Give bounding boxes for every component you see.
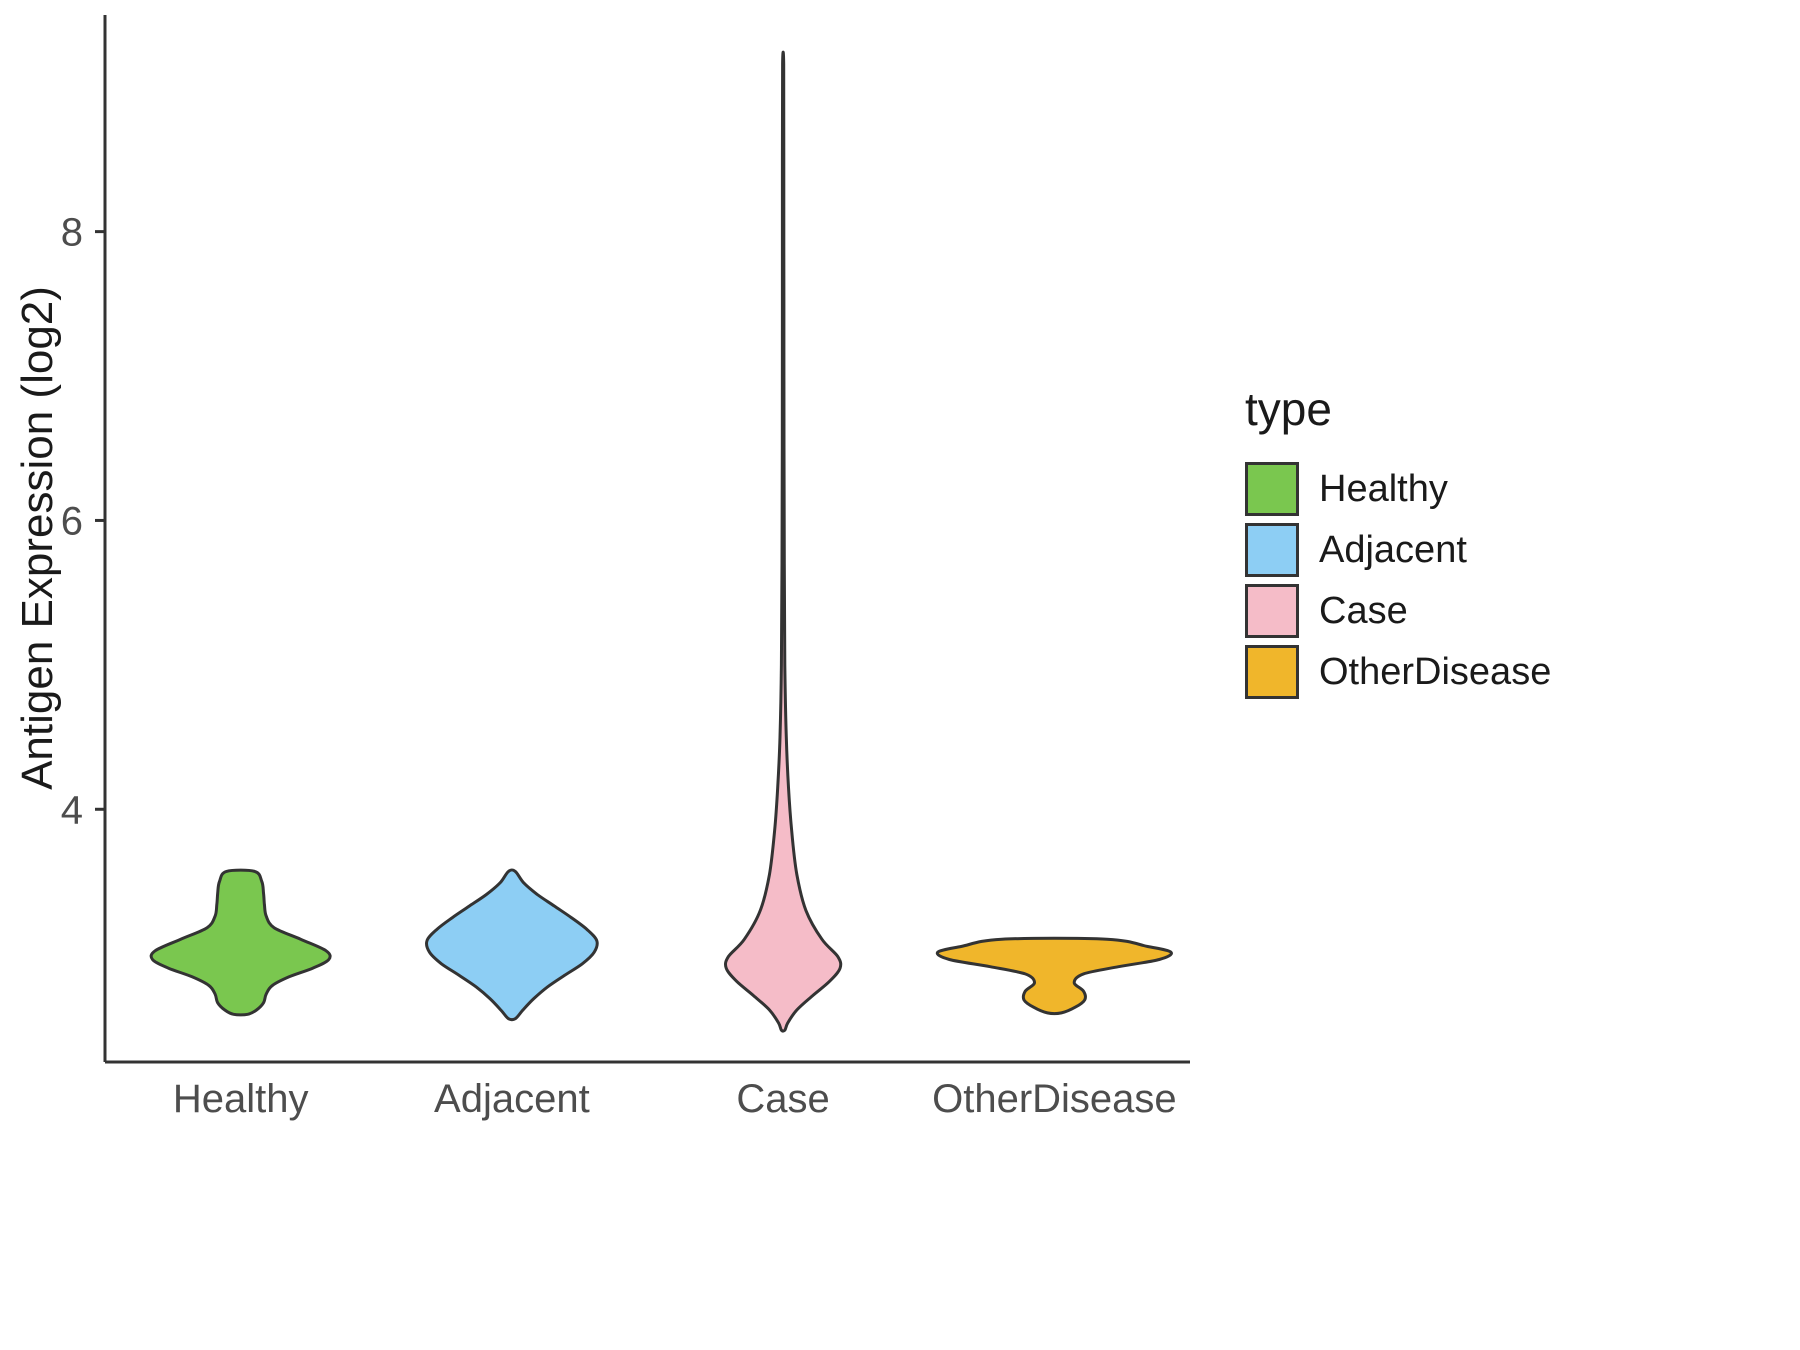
x-category-label-adjacent: Adjacent xyxy=(434,1077,590,1121)
x-category-label-healthy: Healthy xyxy=(173,1077,309,1121)
legend-item-adjacent: Adjacent xyxy=(1245,523,1551,577)
legend-label: Adjacent xyxy=(1319,528,1467,571)
legend-item-healthy: Healthy xyxy=(1245,462,1551,516)
legend-swatch-adjacent xyxy=(1245,523,1299,577)
violin-case xyxy=(723,50,843,1033)
legend-title: type xyxy=(1245,383,1332,435)
legend-entries: Healthy Adjacent Case OtherDisease xyxy=(1245,462,1551,699)
legend-item-case: Case xyxy=(1245,584,1551,638)
violin-adjacent xyxy=(425,868,599,1022)
y-tick-label: 8 xyxy=(61,211,83,255)
legend-label: Healthy xyxy=(1319,467,1448,510)
legend: type Healthy Adjacent Case OtherDisease xyxy=(1245,382,1551,706)
legend-swatch-healthy xyxy=(1245,462,1299,516)
x-category-label-case: Case xyxy=(736,1077,829,1121)
y-tick-label: 4 xyxy=(61,788,83,832)
x-category-label-otherdisease: OtherDisease xyxy=(932,1077,1177,1121)
legend-label: OtherDisease xyxy=(1319,650,1552,693)
violin-healthy xyxy=(149,868,332,1017)
y-axis-title: Antigen Expression (log2) xyxy=(13,286,62,790)
legend-swatch-otherdisease xyxy=(1245,645,1299,699)
legend-swatch-case xyxy=(1245,584,1299,638)
violin-otherdisease xyxy=(935,936,1173,1016)
legend-item-otherdisease: OtherDisease xyxy=(1245,645,1551,699)
y-tick-label: 6 xyxy=(61,499,83,543)
legend-label: Case xyxy=(1319,589,1408,632)
